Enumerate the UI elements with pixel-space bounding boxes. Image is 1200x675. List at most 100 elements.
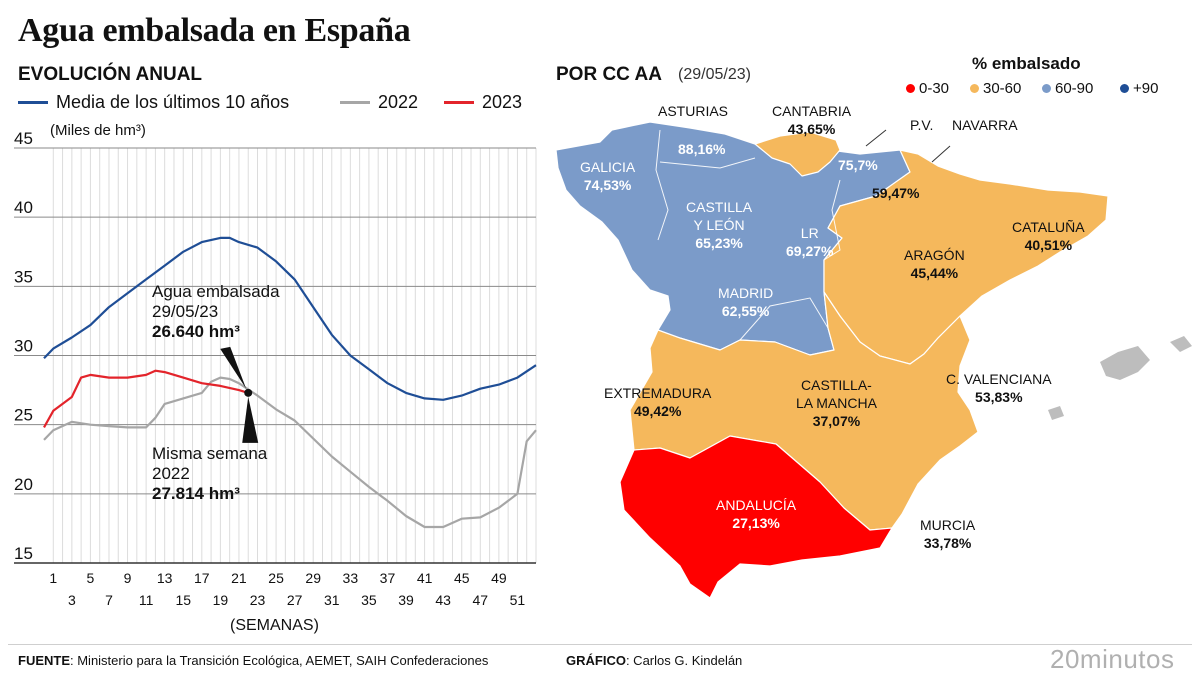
x-tick-label: 11 <box>139 592 154 608</box>
y-tick-label: 30 <box>14 337 33 356</box>
border-galicia <box>655 129 669 241</box>
series-line-2023 <box>43 369 249 428</box>
region-shape-andalucia <box>619 435 893 599</box>
legend-item-average: Media de los últimos 10 años <box>18 92 289 113</box>
region-label-pv: P.V. <box>910 117 934 133</box>
map-legend-90: +90 <box>1120 80 1158 97</box>
region-label-cantabria: CANTABRIA 43,65% <box>772 103 852 137</box>
region-label-navarra: NAVARRA <box>952 117 1018 133</box>
x-tick-label: 15 <box>175 592 191 608</box>
legend-label-2023: 2023 <box>482 92 523 112</box>
region-label-murcia: MURCIA 33,78% <box>920 517 976 551</box>
x-tick-label: 51 <box>510 592 526 608</box>
x-tick-label: 33 <box>343 570 359 586</box>
region-label-aragon: ARAGÓN 45,44% <box>904 247 965 281</box>
y-axis-unit: (Miles de hm³) <box>50 122 146 139</box>
region-label-lr: LR 69,27% <box>786 225 834 259</box>
x-tick-label: 3 <box>68 592 76 608</box>
region-value-pv: 75,7% <box>838 157 878 173</box>
x-tick-label: 45 <box>454 570 470 586</box>
map-date: (29/05/23) <box>678 66 751 83</box>
legend-dot-dark-blue <box>1120 84 1129 93</box>
annotation-2022-value: 27.814 hm³ <box>152 484 240 503</box>
region-label-cataluna: CATALUÑA 40,51% <box>1012 219 1085 253</box>
footer-divider <box>8 644 1192 645</box>
x-tick-label: 37 <box>380 570 396 586</box>
brand-logo: 20minutos <box>1050 644 1175 674</box>
x-tick-label: 7 <box>105 592 113 608</box>
map-legend-label: 0-30 <box>919 80 950 97</box>
series-layer <box>43 236 537 529</box>
series-line-average <box>43 236 537 401</box>
x-ticks: 1 5 9 13 17 21 25 29 33 37 41 45 493 7 11 15 19 23 27 31 35 3… <box>49 570 525 608</box>
chart-subtitle: EVOLUCIÓN ANUAL <box>18 64 203 85</box>
x-tick-label: 23 <box>250 592 266 608</box>
annotation-2022-line2: 2022 <box>152 464 190 483</box>
x-tick-label: 35 <box>361 592 377 608</box>
map-legend-0-30: 0-30 <box>906 80 949 97</box>
series-line-2022 <box>43 376 537 529</box>
region-label-castilla-la-mancha: CASTILLA- LA MANCHA 37,07% <box>796 377 877 429</box>
region-label-asturias: ASTURIAS <box>658 103 729 119</box>
x-tick-label: 31 <box>324 592 340 608</box>
map-legend-label: 60-90 <box>1055 80 1094 97</box>
annotation-pointer-2023 <box>220 346 247 389</box>
annotation-2023-value: 26.640 hm³ <box>152 322 240 341</box>
x-tick-label: 49 <box>491 570 507 586</box>
grid <box>14 147 537 564</box>
legend-swatch-2022 <box>340 101 370 104</box>
y-tick-label: 25 <box>14 406 33 425</box>
markers <box>220 346 259 443</box>
x-tick-label: 39 <box>398 592 414 608</box>
map-legend-30-60: 30-60 <box>970 80 1021 97</box>
legend-swatch-2023 <box>444 101 474 104</box>
region-label-castilla-leon: CASTILLA Y LEÓN 65,23% <box>686 199 753 251</box>
x-tick-label: 27 <box>287 592 303 608</box>
annotation-2023-line2: 29/05/23 <box>152 302 219 321</box>
x-tick-label: 19 <box>213 592 229 608</box>
map-legend-60-90: 60-90 <box>1042 80 1093 97</box>
footer-graphic: GRÁFICO: Carlos G. Kindelán <box>566 653 743 668</box>
x-tick-label: 17 <box>194 570 210 586</box>
legend-dot-light-blue <box>1042 84 1051 93</box>
y-tick-label: 40 <box>14 198 33 217</box>
region-label-c-valenciana: C. VALENCIANA 53,83% <box>946 371 1052 405</box>
x-tick-label: 13 <box>157 570 173 586</box>
map-legend-label: +90 <box>1133 80 1159 97</box>
x-tick-label: 9 <box>124 570 132 586</box>
legend-dot-orange <box>970 84 979 93</box>
x-axis-label: (SEMANAS) <box>230 617 319 634</box>
border-cyl-lr <box>823 179 841 261</box>
region-shape-ibiza <box>1048 406 1064 420</box>
map-title: POR CC AA <box>556 64 662 85</box>
region-shape-northeast <box>823 149 1109 365</box>
region-value-asturias: 88,16% <box>678 141 726 157</box>
border-asturias <box>659 157 756 169</box>
map-legend-label: 30-60 <box>983 80 1022 97</box>
annotation-pointer-2022 <box>242 396 259 443</box>
leader-navarra <box>931 145 951 163</box>
map-legend-title: % embalsado <box>972 54 1081 73</box>
x-tick-label: 29 <box>305 570 321 586</box>
legend-item-2022: 2022 <box>340 92 418 113</box>
legend-label-2022: 2022 <box>378 92 419 112</box>
annotation-2023: Agua embalsada 29/05/23 26.640 hm³ <box>152 282 280 342</box>
region-label-extremadura: EXTREMADURA 49,42% <box>604 385 712 419</box>
legend-label-average: Media de los últimos 10 años <box>56 92 290 112</box>
region-shape-cantabria <box>754 131 841 177</box>
annotation-2022-line1: Misma semana <box>152 444 268 463</box>
y-tick-label: 20 <box>14 475 33 494</box>
y-ticks: 45 40 35 30 25 20 15 <box>14 129 33 563</box>
legend-swatch-average <box>18 101 48 104</box>
legend-item-2023: 2023 <box>444 92 522 113</box>
region-shape-baleares <box>1100 346 1150 380</box>
border-madrid <box>739 297 829 341</box>
region-label-galicia: GALICIA 74,53% <box>580 159 636 193</box>
x-tick-label: 41 <box>417 570 433 586</box>
x-tick-label: 43 <box>435 592 451 608</box>
x-tick-label: 25 <box>268 570 284 586</box>
region-label-madrid: MADRID 62,55% <box>718 285 774 319</box>
region-shape-baleares-small <box>1170 336 1192 352</box>
region-value-navarra: 59,47% <box>872 185 920 201</box>
